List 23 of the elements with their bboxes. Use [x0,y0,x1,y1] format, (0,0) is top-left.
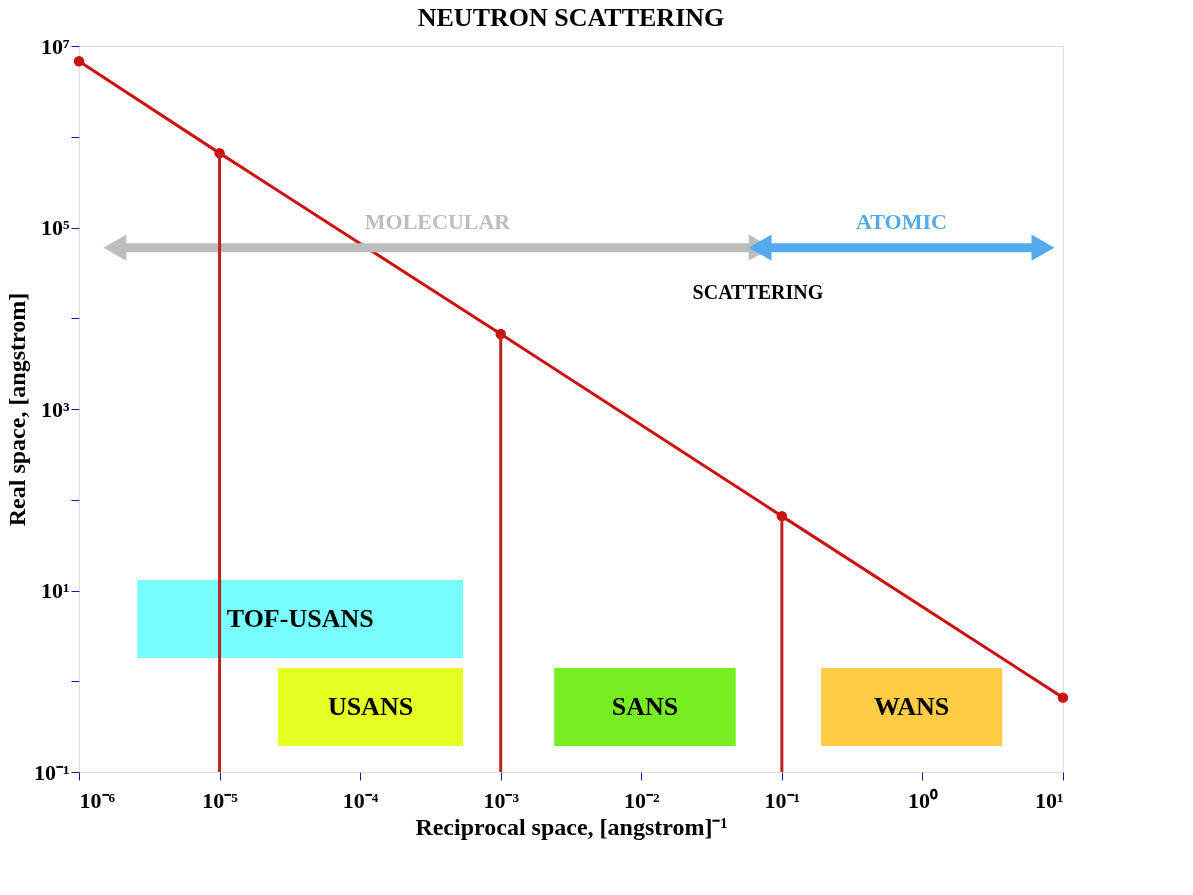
y-tick-label: 10³ [40,396,70,422]
annotation: SCATTERING [692,280,824,303]
x-tick-label: 10⁻¹ [764,787,801,813]
y-tick-label: 10⁵ [40,215,70,240]
y-tick-label: 10⁻¹ [33,759,70,785]
x-axis-title: Reciprocal space, [angstrom]⁻¹ [415,813,728,840]
band-label: WANS [874,692,950,721]
y-tick-label: 10⁷ [40,33,70,59]
x-tick-label: 10⁻⁶ [79,787,116,813]
band-label: USANS [327,692,414,721]
x-tick-label: 10⁻² [623,787,660,813]
band-label: TOF-USANS [226,604,374,633]
x-tick-label: 10⁻⁴ [342,787,379,813]
band-label: SANS [611,692,679,721]
chart-title: NEUTRON SCATTERING [417,3,725,32]
series-label: ATOMIC [856,208,947,234]
y-tick-label: 10¹ [40,578,70,603]
x-tick-label: 10⁻³ [483,787,520,813]
series-label: MOLECULAR [364,208,512,234]
y-axis-title: Real space, [angstrom] [3,292,30,527]
x-tick-label: 10⁰ [907,787,938,813]
x-tick-label: 10⁻⁵ [202,787,239,813]
x-tick-label: 10¹ [1034,787,1064,813]
